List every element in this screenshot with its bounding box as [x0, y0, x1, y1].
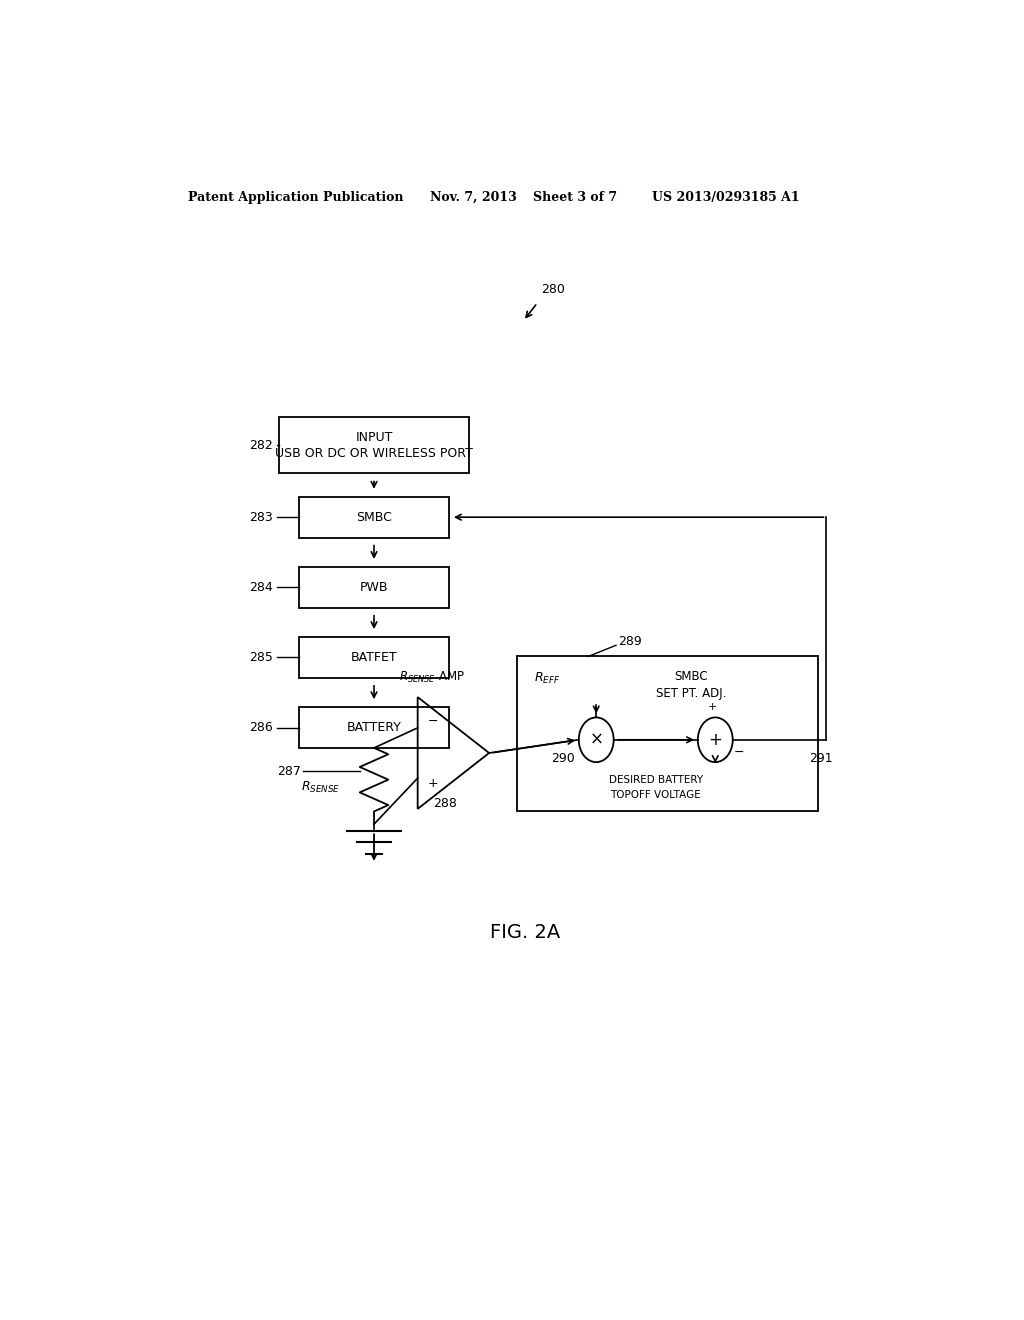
- Text: 286: 286: [250, 721, 273, 734]
- Text: 284: 284: [250, 581, 273, 594]
- Text: −: −: [734, 746, 744, 759]
- Bar: [299, 638, 450, 677]
- Text: 283: 283: [250, 511, 273, 524]
- Bar: [517, 656, 818, 810]
- Text: 288: 288: [433, 797, 458, 810]
- Text: US 2013/0293185 A1: US 2013/0293185 A1: [652, 190, 800, 203]
- Bar: [299, 496, 450, 537]
- Bar: [279, 417, 469, 474]
- Text: BATTERY: BATTERY: [346, 721, 401, 734]
- Text: Sheet 3 of 7: Sheet 3 of 7: [532, 190, 616, 203]
- Bar: [299, 708, 450, 748]
- Text: 282: 282: [250, 438, 273, 451]
- Text: 289: 289: [617, 635, 641, 648]
- Text: SET PT. ADJ.: SET PT. ADJ.: [656, 686, 727, 700]
- Text: SMBC: SMBC: [675, 671, 709, 684]
- Text: $R_{SENSE}$ AMP: $R_{SENSE}$ AMP: [399, 669, 465, 685]
- Text: $R_{EFF}$: $R_{EFF}$: [534, 672, 560, 686]
- Text: 280: 280: [541, 282, 564, 296]
- Bar: [299, 568, 450, 607]
- Text: 285: 285: [250, 651, 273, 664]
- Text: BATFET: BATFET: [350, 651, 397, 664]
- Text: TOPOFF VOLTAGE: TOPOFF VOLTAGE: [610, 789, 701, 800]
- Text: Patent Application Publication: Patent Application Publication: [187, 190, 403, 203]
- Text: Nov. 7, 2013: Nov. 7, 2013: [430, 190, 516, 203]
- Text: ×: ×: [589, 731, 603, 748]
- Text: 287: 287: [278, 764, 301, 777]
- Text: 291: 291: [809, 751, 833, 764]
- Text: DESIRED BATTERY: DESIRED BATTERY: [608, 775, 702, 785]
- Text: −: −: [428, 715, 438, 729]
- Text: +: +: [709, 702, 718, 713]
- Text: $R_{SENSE}$: $R_{SENSE}$: [301, 780, 340, 795]
- Text: +: +: [709, 731, 722, 748]
- Text: 290: 290: [551, 751, 574, 764]
- Text: FIG. 2A: FIG. 2A: [489, 924, 560, 942]
- Text: INPUT
USB OR DC OR WIRELESS PORT: INPUT USB OR DC OR WIRELESS PORT: [275, 430, 473, 459]
- Text: +: +: [428, 776, 438, 789]
- Text: PWB: PWB: [359, 581, 388, 594]
- Text: SMBC: SMBC: [356, 511, 392, 524]
